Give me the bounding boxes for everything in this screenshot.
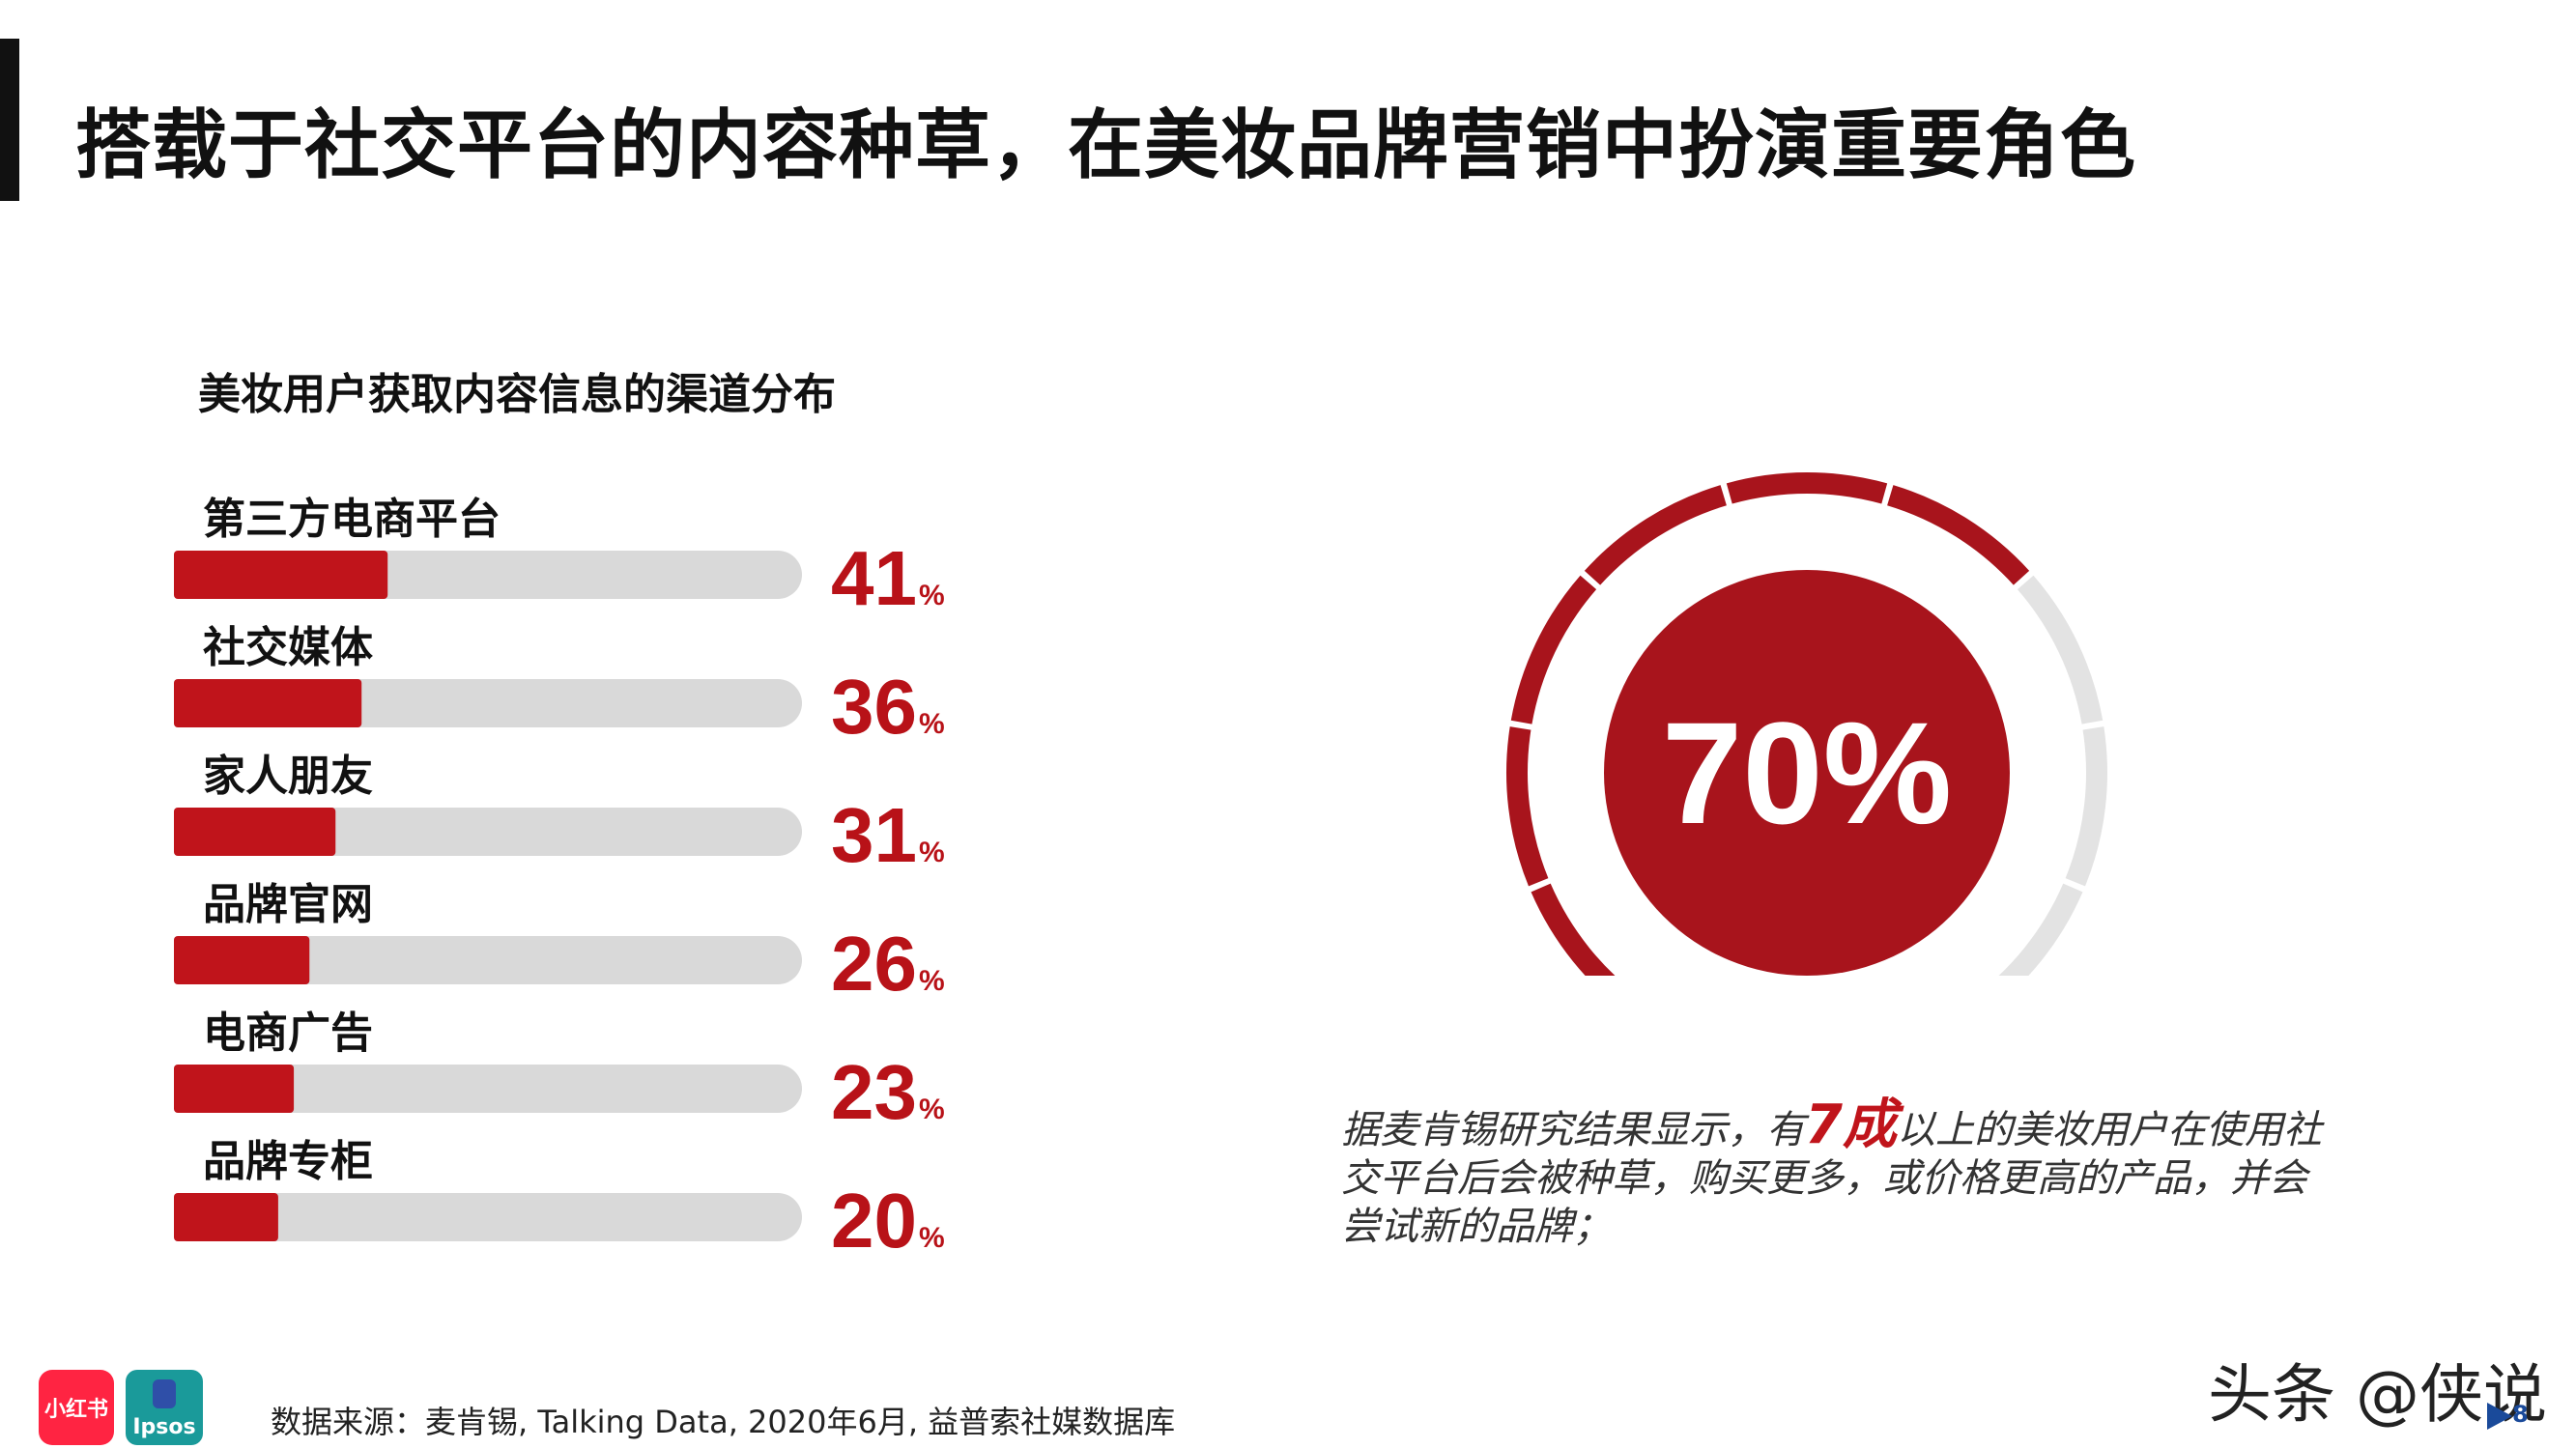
category-label: 第三方电商平台 (203, 495, 501, 544)
xiaohongshu-logo-text: 小红书 (43, 1398, 108, 1422)
gauge-chart: 70% (1506, 472, 2107, 976)
ipsos-logo-mark (153, 1379, 176, 1408)
chart-title: 美妆用户获取内容信息的渠道分布 (198, 370, 836, 419)
bar-group: 第三方电商平台 41% (174, 495, 945, 621)
bar-track (174, 1065, 802, 1113)
bar (174, 551, 388, 599)
bar-group: 社交媒体 36% (174, 623, 945, 750)
gauge-segment (1531, 883, 1616, 976)
value-label: 23 (831, 1049, 917, 1135)
value-label: 41 (831, 535, 917, 621)
category-label: 品牌专柜 (203, 1137, 373, 1186)
ipsos-logo: Ipsos (126, 1370, 203, 1445)
value-unit: % (919, 580, 945, 611)
page-arrow-icon (2487, 1403, 2512, 1430)
gauge-value-label: 70% (1662, 692, 1952, 854)
page-number: 8 (2512, 1401, 2529, 1428)
value-label: 26 (831, 921, 917, 1007)
page-title: 搭载于社交平台的内容种草，在美妆品牌营销中扮演重要角色 (75, 102, 2137, 189)
gauge-segment (1726, 472, 1888, 504)
xiaohongshu-logo: 小红书 (39, 1370, 114, 1445)
gauge-center (1604, 570, 2010, 976)
category-label: 电商广告 (203, 1009, 373, 1058)
bar (174, 808, 336, 856)
value-unit: % (919, 1222, 945, 1254)
gauge-segment (2017, 575, 2104, 724)
category-label: 家人朋友 (203, 752, 373, 801)
gauge-segment (2065, 726, 2107, 887)
research-note: 据麦肯锡研究结果显示，有7成以上的美妆用户在使用社交平台后会被种草，购买更多，或… (1341, 1098, 2327, 1251)
value-label: 31 (831, 792, 917, 878)
bar-track (174, 936, 802, 984)
gauge-segment (1887, 485, 2030, 585)
category-label: 社交媒体 (203, 623, 373, 672)
bar-track (174, 1193, 802, 1241)
value-label: 20 (831, 1178, 917, 1264)
bar-group: 品牌官网 26% (174, 880, 945, 1007)
title-accent-bar (0, 39, 19, 201)
value-unit: % (919, 708, 945, 740)
category-label: 品牌官网 (203, 880, 373, 929)
bar-group: 电商广告 23% (174, 1009, 945, 1135)
bar-group: 品牌专柜 20% (174, 1137, 945, 1264)
note-highlight: 7成 (1805, 1094, 1897, 1156)
note-suffix: 以上的美妆用户在使用社交平台后会被种草，购买更多，或价格更高的产品，并会尝试新的… (1341, 1108, 2322, 1249)
gauge-segment (1506, 726, 1549, 887)
value-unit: % (919, 965, 945, 997)
gauge-segment (1510, 575, 1597, 724)
bar (174, 679, 362, 727)
value-unit: % (919, 1094, 945, 1125)
bar-group: 家人朋友 31% (174, 752, 945, 878)
ipsos-logo-text: Ipsos (132, 1415, 196, 1439)
gauge-segment (1998, 883, 2083, 976)
bar (174, 1065, 295, 1113)
value-label: 36 (831, 664, 917, 750)
bar (174, 936, 310, 984)
data-source: 数据来源：麦肯锡, Talking Data, 2020年6月, 益普索社媒数据… (271, 1404, 1176, 1440)
value-unit: % (919, 837, 945, 868)
note-prefix: 据麦肯锡研究结果显示，有 (1341, 1108, 1805, 1152)
bar (174, 1193, 278, 1241)
gauge-segment (1584, 485, 1727, 585)
